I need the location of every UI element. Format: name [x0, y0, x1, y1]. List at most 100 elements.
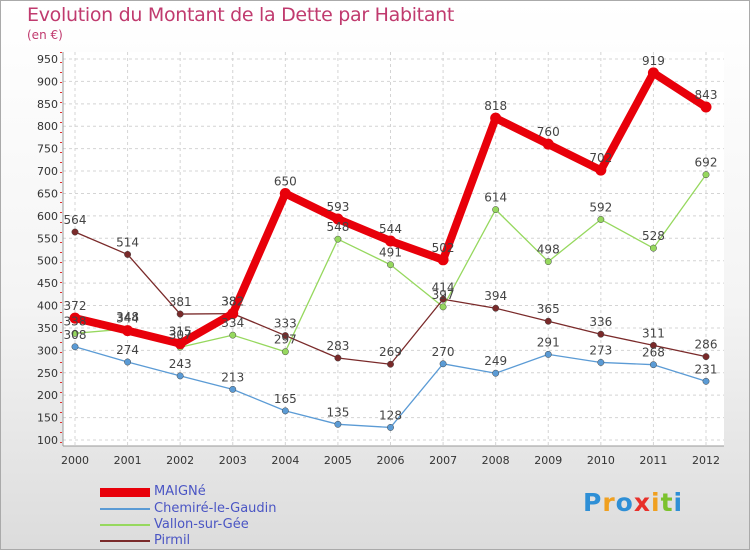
- data-label: 381: [169, 295, 192, 309]
- data-point: [387, 423, 394, 431]
- data-label: 348: [116, 310, 139, 324]
- data-point: [702, 353, 710, 361]
- data-point: [700, 101, 712, 113]
- data-point: [281, 348, 289, 356]
- x-tick-label: 2005: [324, 454, 352, 467]
- data-label: 592: [589, 200, 612, 214]
- data-point: [702, 171, 710, 179]
- data-label: 382: [221, 295, 244, 309]
- x-tick-label: 2011: [639, 454, 667, 467]
- data-label: 372: [64, 299, 87, 313]
- data-label: 213: [221, 370, 244, 384]
- data-label: 414: [432, 280, 455, 294]
- legend-swatch: [100, 540, 150, 542]
- legend-swatch: [100, 524, 150, 526]
- x-tick-label: 2000: [61, 454, 89, 467]
- logo-letter: i: [651, 488, 661, 517]
- legend-label: MAIGNé: [154, 484, 206, 499]
- data-label: 394: [484, 289, 507, 303]
- data-label: 544: [379, 222, 402, 236]
- data-label: 333: [274, 317, 297, 331]
- data-point: [124, 358, 132, 366]
- data-point: [334, 354, 342, 362]
- y-tick-label: 400: [37, 300, 58, 313]
- legend-label: Pirmil: [154, 533, 191, 548]
- data-point: [597, 216, 605, 223]
- data-point: [176, 372, 184, 380]
- data-point: [334, 420, 342, 428]
- legend-label: Vallon-sur-Gée: [154, 517, 249, 532]
- data-label: 308: [64, 328, 87, 342]
- legend-item-chemire: Chemiré-le-Gaudin: [100, 501, 360, 517]
- data-label: 818: [484, 99, 507, 113]
- data-point: [439, 295, 447, 303]
- data-point: [332, 213, 344, 225]
- x-tick-label: 2003: [219, 454, 247, 467]
- data-point: [649, 341, 657, 349]
- data-label: 307: [169, 328, 192, 342]
- y-tick-label: 450: [37, 277, 58, 290]
- data-label: 286: [695, 338, 718, 352]
- data-label: 268: [642, 346, 665, 360]
- legend-swatch: [100, 508, 150, 510]
- data-label: 528: [642, 229, 665, 243]
- data-point: [439, 303, 447, 311]
- data-point: [281, 407, 289, 415]
- data-point: [492, 369, 500, 377]
- data-point: [71, 343, 79, 351]
- logo-letter: i: [673, 488, 684, 517]
- y-tick-label: 750: [37, 143, 58, 156]
- y-tick-label: 600: [37, 210, 58, 223]
- logo-letter: t: [660, 488, 674, 517]
- data-label: 919: [642, 54, 665, 68]
- data-label: 614: [484, 191, 507, 205]
- data-label: 760: [537, 125, 560, 139]
- data-label: 273: [589, 343, 612, 357]
- data-point: [71, 329, 79, 337]
- y-tick-label: 650: [37, 187, 58, 200]
- x-tick-label: 2006: [377, 454, 405, 467]
- data-point: [437, 254, 449, 266]
- logo-letter: r: [602, 488, 616, 517]
- y-tick-label: 150: [37, 412, 58, 425]
- data-label: 135: [326, 405, 349, 419]
- data-point: [492, 206, 500, 214]
- y-tick-label: 300: [37, 344, 58, 357]
- data-point: [174, 338, 186, 350]
- data-label: 311: [642, 326, 665, 340]
- y-tick-label: 950: [37, 53, 58, 66]
- data-label: 593: [326, 200, 349, 214]
- data-point: [387, 261, 394, 269]
- data-point: [595, 164, 607, 176]
- data-point: [544, 350, 552, 358]
- data-label: 274: [116, 343, 139, 357]
- data-label: 269: [379, 345, 402, 359]
- data-label: 498: [537, 243, 560, 257]
- legend-label: Chemiré-le-Gaudin: [154, 501, 277, 516]
- data-label: 249: [484, 354, 507, 368]
- x-tick-label: 2002: [166, 454, 194, 467]
- data-label: 338: [64, 314, 87, 328]
- data-label: 315: [169, 325, 192, 339]
- data-label: 334: [221, 316, 244, 330]
- data-label: 491: [379, 246, 402, 260]
- data-point: [281, 332, 289, 340]
- data-point: [649, 244, 657, 252]
- data-label: 650: [274, 174, 297, 188]
- data-label: 502: [432, 241, 455, 255]
- y-tick-label: 850: [37, 98, 58, 111]
- y-tick-label: 700: [37, 165, 58, 178]
- data-point: [122, 325, 134, 337]
- data-label: 692: [695, 156, 718, 170]
- x-tick-label: 2004: [271, 454, 299, 467]
- plot-area: [63, 52, 724, 446]
- data-point: [71, 228, 79, 236]
- data-label: 165: [274, 392, 297, 406]
- x-tick-label: 2009: [534, 454, 562, 467]
- data-point: [490, 112, 502, 124]
- x-tick-label: 2010: [587, 454, 615, 467]
- legend-item-maigne: MAIGNé: [100, 484, 360, 500]
- y-tick-label: 350: [37, 322, 58, 335]
- chart-title: Evolution du Montant de la Dette par Hab…: [27, 4, 455, 26]
